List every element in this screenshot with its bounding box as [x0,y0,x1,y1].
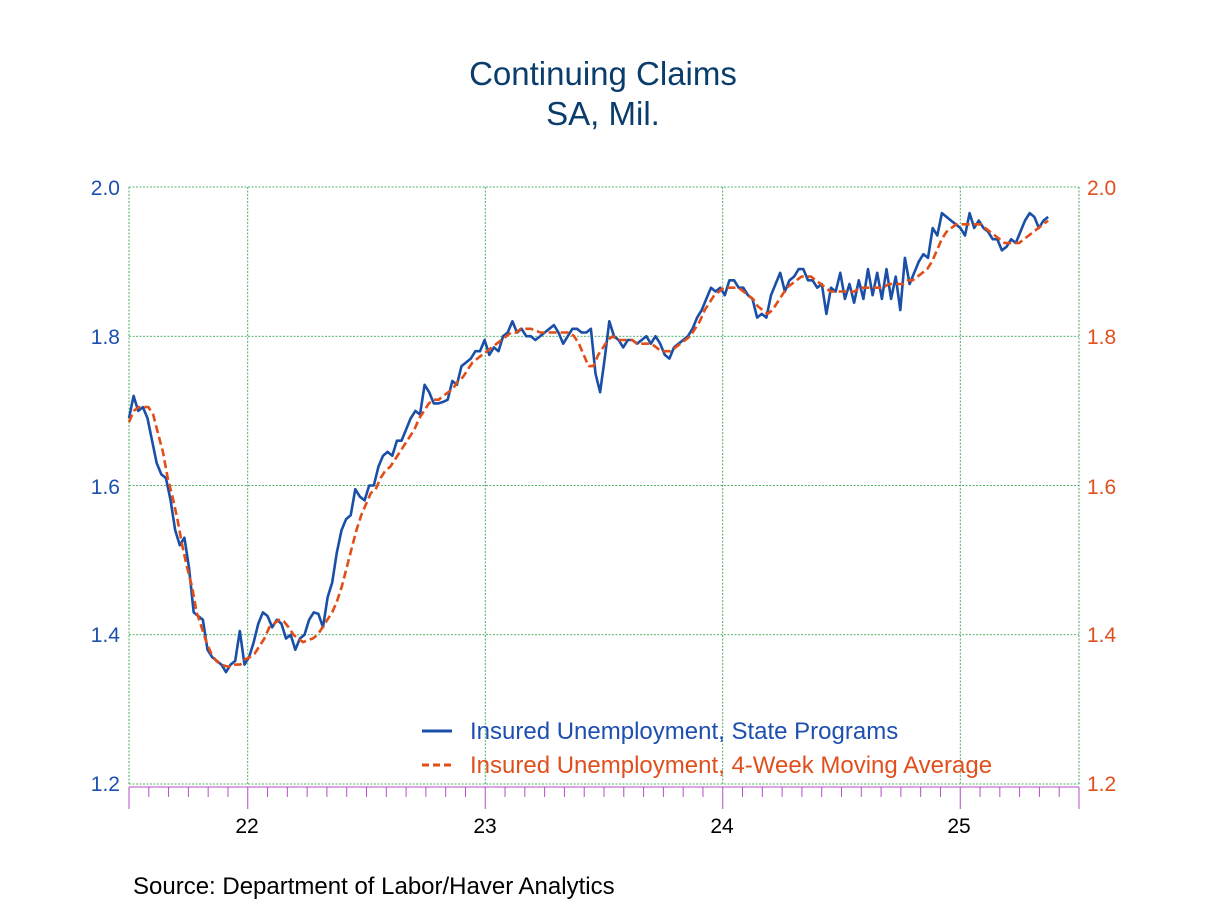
y-tick-label-left: 1.8 [91,326,120,349]
y-tick-label-right: 1.8 [1087,326,1116,349]
y-tick-label-left: 1.4 [91,624,121,647]
legend-label-series-2: Insured Unemployment, 4-Week Moving Aver… [470,752,992,779]
x-tick-label: 24 [710,815,734,838]
y-tick-label-right: 2.0 [1087,177,1116,200]
y-tick-label-right: 1.6 [1087,476,1116,499]
x-tick-label: 25 [947,815,970,838]
y-tick-label-right: 1.4 [1087,624,1117,647]
series-line-moving-average [127,219,1049,669]
series-line-state-programs [127,211,1049,674]
x-tick-label: 22 [235,815,258,838]
series-layer [127,211,1049,674]
source-note: Source: Department of Labor/Haver Analyt… [133,873,615,900]
chart-subtitle: SA, Mil. [546,95,660,132]
chart-title: Continuing Claims [469,55,737,92]
y-tick-label-right: 1.2 [1087,773,1116,796]
y-tick-label-left: 1.2 [91,773,120,796]
legend-label-series-1: Insured Unemployment, State Programs [470,718,898,745]
grid-layer [128,186,1080,785]
x-tick-label: 23 [473,815,496,838]
y-tick-label-left: 2.0 [91,177,120,200]
y-tick-label-left: 1.6 [91,476,120,499]
legend: Insured Unemployment, State Programs Ins… [422,718,992,779]
axis-layer [128,786,1080,809]
